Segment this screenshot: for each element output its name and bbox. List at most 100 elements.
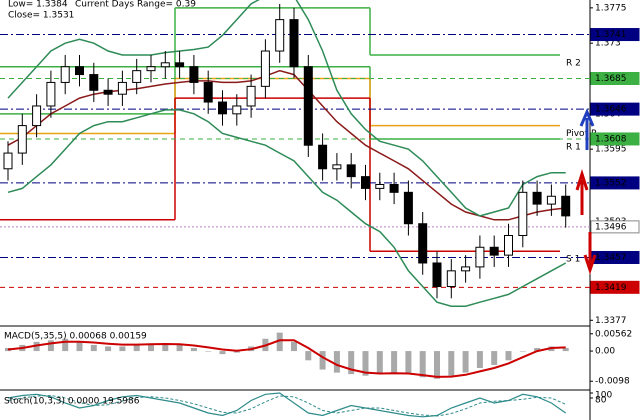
macd-bar <box>519 351 526 352</box>
indicator-line <box>7 109 567 307</box>
y-tick-label: 1.3377 <box>595 316 627 326</box>
level-label: 1.3496 <box>595 222 627 232</box>
level-box <box>590 220 640 234</box>
macd-bar <box>62 338 69 352</box>
y-tick-label: -0.0098 <box>595 377 630 387</box>
candle-body <box>60 66 70 83</box>
level-label: 1.3685 <box>595 74 627 84</box>
candle-body <box>203 81 213 103</box>
candle-body <box>32 105 42 127</box>
macd-bar <box>291 341 297 352</box>
candle-body <box>546 195 556 205</box>
stoch-title: Stoch(10,3,3) 0.0000 19.5986 <box>4 397 140 407</box>
y-tick-label: 80 <box>595 396 607 406</box>
candle-body <box>532 191 542 205</box>
candle-body <box>117 81 127 95</box>
arrow-up <box>579 108 595 150</box>
pivot-label: Pivot P <box>566 129 597 139</box>
level-box <box>590 280 640 294</box>
macd-bar <box>205 351 212 352</box>
macd-title: MACD(5,35,5) 0.00068 0.00159 <box>4 332 147 342</box>
macd-bar <box>76 341 83 352</box>
candle-body <box>332 164 342 170</box>
level-box <box>590 176 640 190</box>
info-range: Current Days Range= 0.39 <box>75 0 196 10</box>
macd-bar <box>47 340 54 352</box>
level-box <box>590 102 640 116</box>
candle-body <box>89 74 99 91</box>
macd-bar <box>476 351 483 368</box>
macd-bar <box>148 343 154 352</box>
y-tick-label: 0.00562 <box>595 329 632 339</box>
macd-bar <box>362 351 369 376</box>
macd-bar <box>190 348 197 352</box>
macd-bar <box>562 348 569 352</box>
stoch-k <box>7 392 567 418</box>
macd-bar <box>462 351 469 373</box>
macd-bar <box>491 351 498 365</box>
pivot-label: R 1 <box>566 142 581 152</box>
y-tick-label: 1.3595 <box>595 145 627 155</box>
candle-body <box>418 223 428 264</box>
candle-body <box>46 81 56 107</box>
candle-body <box>446 270 456 288</box>
macd-bar <box>162 343 169 352</box>
macd-bar <box>276 332 283 352</box>
candle-body <box>403 191 413 225</box>
y-tick-label: 1.373 <box>595 39 621 49</box>
macd-signal <box>7 339 566 378</box>
candle-body <box>103 89 113 95</box>
macd-bar <box>505 351 512 361</box>
pivot-label: S 1 <box>566 255 580 265</box>
candle-body <box>375 183 385 189</box>
macd-bar <box>333 351 340 373</box>
level-label: 1.3419 <box>595 283 627 293</box>
candle-body <box>289 19 299 68</box>
candle-body <box>132 70 142 83</box>
macd-bar <box>391 351 398 373</box>
candle-body <box>346 164 356 178</box>
candle-body <box>489 246 499 256</box>
candle-body <box>175 62 185 68</box>
pivot-label: R 2 <box>566 58 581 68</box>
info-close: Close= 1.3531 <box>8 11 74 21</box>
arrow-down <box>583 232 597 275</box>
candle-body <box>361 176 370 189</box>
macd-bar <box>434 351 440 379</box>
candle-body <box>475 246 485 268</box>
macd-bar <box>319 351 326 370</box>
macd-bar <box>90 344 97 352</box>
candle-body <box>189 66 199 83</box>
candle-body <box>75 66 84 76</box>
level-label: 1.3608 <box>595 134 627 144</box>
candle-body <box>232 105 242 115</box>
candle-body <box>561 195 571 217</box>
macd-bar <box>448 351 455 376</box>
stoch-d <box>7 394 566 417</box>
level-box <box>590 132 640 146</box>
level-label: 1.3552 <box>595 178 627 188</box>
y-tick-label: 100 <box>595 391 612 401</box>
candle-body <box>160 62 170 68</box>
indicator-line <box>7 69 566 221</box>
level-box <box>590 72 640 86</box>
level-box <box>590 28 640 42</box>
macd-bar <box>376 351 383 375</box>
candle-body <box>246 85 256 107</box>
macd-bar <box>5 348 11 352</box>
candle-body <box>318 144 328 170</box>
candle-body <box>260 50 270 87</box>
candle-body <box>303 66 313 146</box>
y-tick-label: 0.00 <box>595 347 615 357</box>
candle-body <box>275 19 285 52</box>
level-label: 1.3741 <box>595 30 627 40</box>
macd-bar <box>405 351 412 375</box>
level-label: 1.3457 <box>595 253 627 263</box>
macd-bar <box>219 351 226 355</box>
level-label: 1.3646 <box>595 105 627 115</box>
indicator-line <box>7 0 566 217</box>
macd-bar <box>419 351 426 378</box>
candle-body <box>518 191 528 237</box>
